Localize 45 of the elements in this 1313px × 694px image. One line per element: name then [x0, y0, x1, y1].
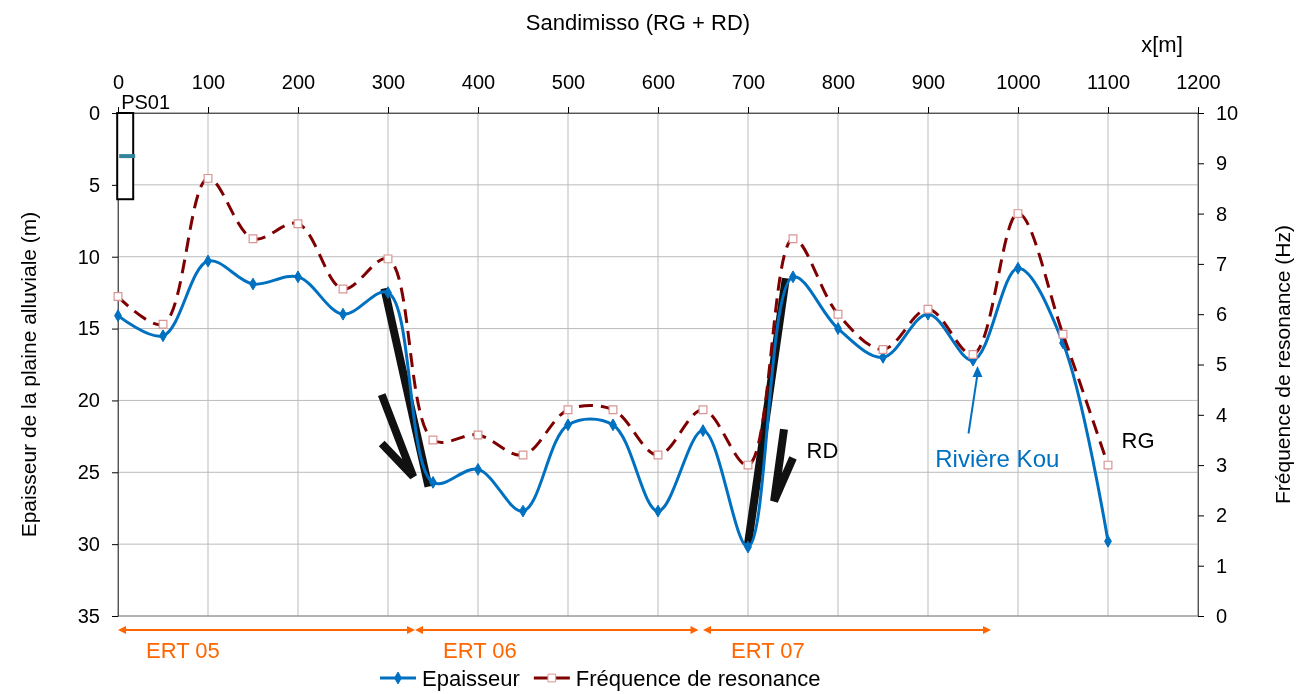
chart-title: Sandimisso (RG + RD) — [525, 10, 751, 35]
x-tick-label: 0 — [112, 71, 125, 93]
y-tick-label: 30 — [77, 533, 100, 556]
y-tick-label: 15 — [77, 317, 100, 340]
x-tick-label: 400 — [461, 71, 496, 93]
annotation: Rivière Kou — [935, 444, 1060, 472]
x-tick-label: 100 — [191, 71, 226, 93]
y2-tick-label: 1 — [1216, 554, 1228, 577]
x-tick-label: 700 — [731, 71, 766, 93]
x-tick-label: 800 — [821, 71, 856, 93]
y-tick-label: 35 — [77, 604, 100, 627]
text: ERT 07 — [731, 638, 805, 663]
legend-label: Fréquence de resonance — [575, 666, 821, 691]
y2-tick-label: 0 — [1216, 604, 1228, 627]
y-axis-title: Epaisseur de la plaine alluviale (m) — [17, 211, 40, 538]
text: ERT 05 — [146, 638, 220, 663]
y2-tick-label: 2 — [1216, 504, 1228, 527]
y2-tick-label: 6 — [1216, 303, 1228, 326]
x-tick-label: 500 — [551, 71, 586, 93]
y2-tick-label: 3 — [1216, 454, 1228, 476]
y2-tick-label: 9 — [1216, 152, 1228, 175]
annotation: RD — [806, 437, 839, 463]
y-tick-label: 5 — [88, 173, 100, 196]
y2-tick-label: 8 — [1216, 202, 1228, 225]
y2-tick-label: 4 — [1216, 403, 1228, 426]
x-tick-label: 900 — [911, 71, 946, 93]
x-tick-label: 200 — [281, 71, 316, 93]
y2-tick-label: 5 — [1216, 353, 1228, 376]
x-tick-label: 1200 — [1176, 71, 1221, 93]
y-tick-label: 10 — [77, 245, 100, 268]
x-tick-label: 600 — [641, 71, 676, 93]
series-label: PS01 — [121, 91, 171, 113]
y-tick-label: 0 — [88, 101, 100, 124]
y2-tick-label: 7 — [1216, 252, 1228, 275]
annotation: RG — [1121, 427, 1155, 453]
y2-tick-label: 10 — [1216, 101, 1239, 124]
y-tick-label: 25 — [77, 461, 100, 484]
text: ERT 06 — [443, 638, 517, 663]
legend-label: Epaisseur — [422, 666, 520, 691]
x-tick-label: 300 — [371, 71, 406, 93]
x-tick-label: 1100 — [1086, 71, 1131, 93]
x-tick-label: 1000 — [996, 71, 1041, 93]
x-axis-title: x[m] — [1141, 32, 1183, 57]
y-tick-label: 20 — [77, 389, 100, 412]
y2-axis-title: Fréquence de resonance (Hz) — [1271, 225, 1294, 504]
